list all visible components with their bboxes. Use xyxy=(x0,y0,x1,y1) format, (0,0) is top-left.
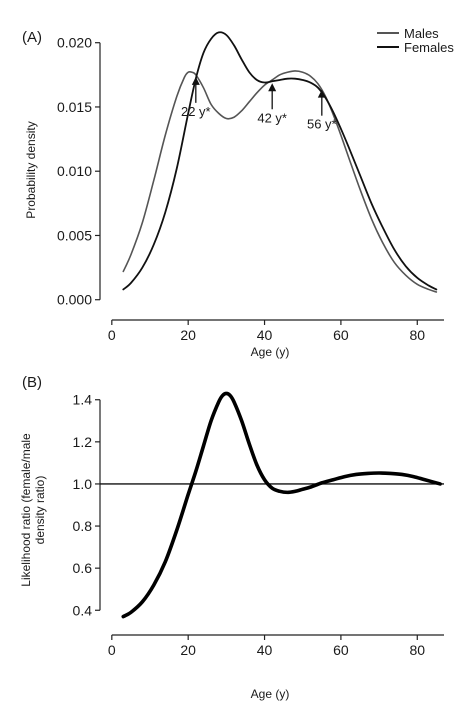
legend-label-females: Females xyxy=(404,40,454,55)
panel-a-x-tick-label: 80 xyxy=(409,327,425,343)
panel-a-y-tick-label: 0.005 xyxy=(57,227,92,243)
panel-a-annotation-label: 42 y* xyxy=(257,110,287,125)
panel-a-xlabel: Age (y) xyxy=(251,345,290,359)
panel-b-y-tick-label: 0.8 xyxy=(73,518,93,534)
panel-b-x-tick-label: 40 xyxy=(257,642,273,658)
panel-a-series-males-line xyxy=(122,70,438,293)
panel-a-label: (A) xyxy=(22,29,42,46)
panel-a-annotation-arrowhead xyxy=(268,83,277,92)
panel-b-xlabel: Age (y) xyxy=(251,687,290,701)
panel-a-series-females-line xyxy=(122,31,438,291)
panel-b-y-tick-label: 1.2 xyxy=(73,434,93,450)
panel-b-y-tick-label: 0.6 xyxy=(73,560,93,576)
panel-a-y-tick-label: 0.015 xyxy=(57,99,92,115)
panel-b-label: (B) xyxy=(22,374,42,391)
panel-a-annotation-arrowhead xyxy=(317,89,326,98)
panel-a-x-tick-label: 20 xyxy=(180,327,196,343)
panel-b-ylabel-line-1: Likelihood ratio (female/male xyxy=(19,433,33,587)
panel-a-y-tick-label: 0.000 xyxy=(57,292,92,308)
panel-a-ylabel: Probability density xyxy=(24,121,38,218)
panel-b-x-tick-label: 60 xyxy=(333,642,349,658)
panel-a-plot: 0 20 40 60 80 0.000 0.005 0.010 0.015 0.020 22 y* 4… xyxy=(57,31,444,343)
panel-a-annotation-label: 22 y* xyxy=(181,104,211,119)
panel-b-y-tick-label: 1.0 xyxy=(73,476,93,492)
panel-b-y-tick-label: 0.4 xyxy=(73,602,93,618)
panel-a-y-tick-label: 0.020 xyxy=(57,35,92,51)
panel-a-annotation-arrowhead xyxy=(191,76,200,85)
panel-b-y-tick-label: 1.4 xyxy=(73,392,93,408)
panel-a-x-tick-label: 40 xyxy=(257,327,273,343)
panel-a-legend: Males Females xyxy=(377,26,454,55)
panel-a-y-tick-label: 0.010 xyxy=(57,163,92,179)
panel-b-x-tick-label: 0 xyxy=(108,642,116,658)
legend-label-males: Males xyxy=(404,26,439,41)
panel-a-annotation-label: 56 y* xyxy=(307,117,337,132)
panel-a-x-tick-label: 60 xyxy=(333,327,349,343)
panel-b-x-tick-label: 20 xyxy=(180,642,196,658)
panel-b-series-ratio-line xyxy=(121,391,442,619)
panel-a-x-tick-label: 0 xyxy=(108,327,116,343)
panel-b-plot: 0 20 40 60 80 0.4 0.6 0.8 1.0 1.2 1.4 xyxy=(73,391,444,658)
panel-b-x-tick-label: 80 xyxy=(409,642,425,658)
panel-b-ylabel-line-2: density ratio) xyxy=(33,476,47,545)
